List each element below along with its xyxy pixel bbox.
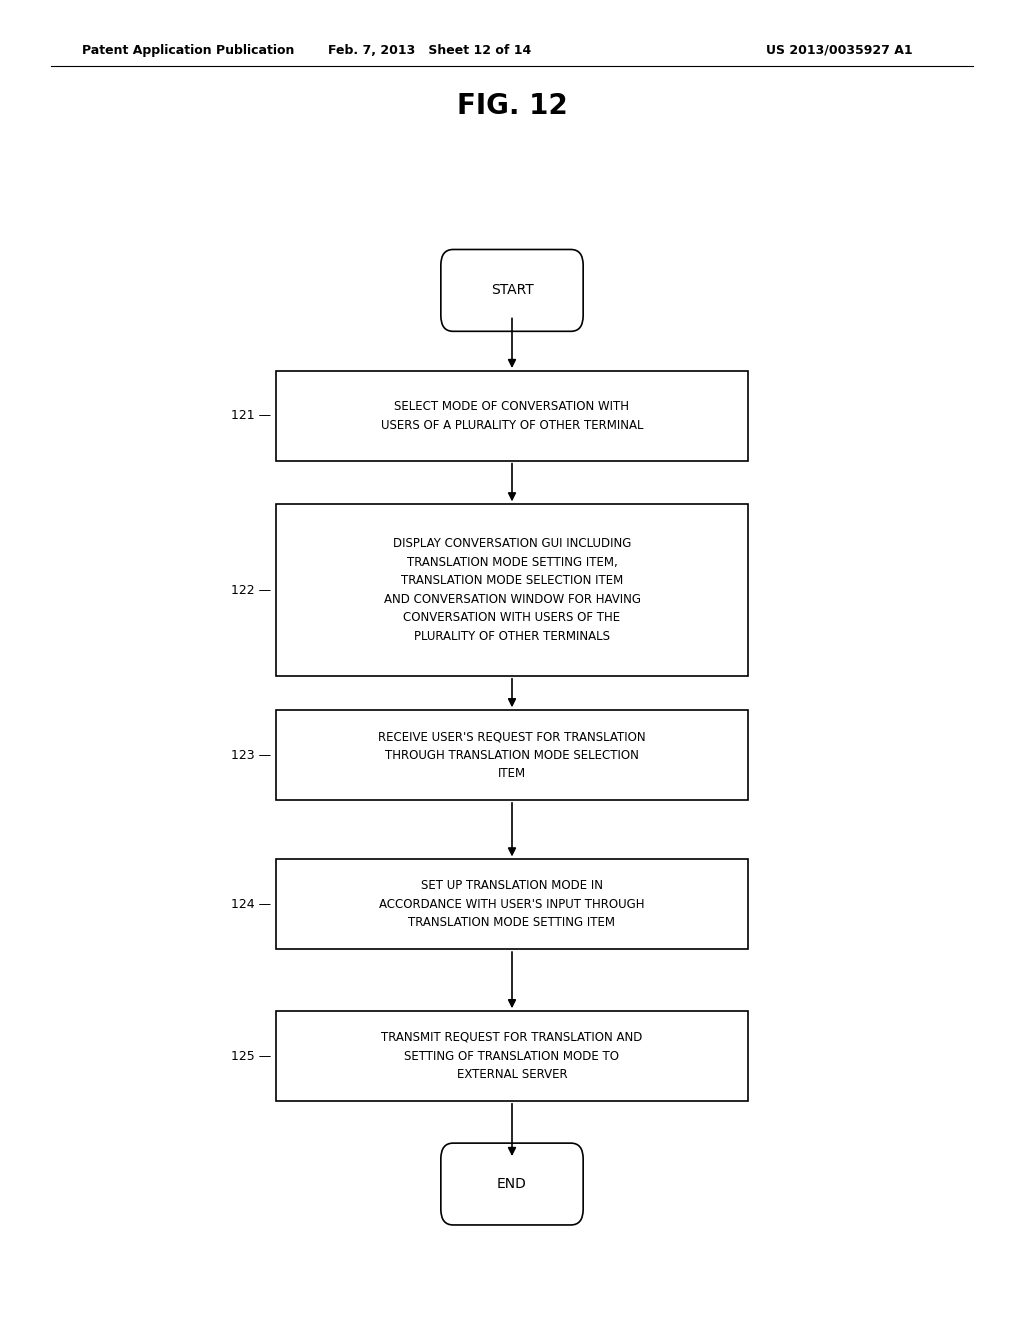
Text: SET UP TRANSLATION MODE IN
ACCORDANCE WITH USER'S INPUT THROUGH
TRANSLATION MODE: SET UP TRANSLATION MODE IN ACCORDANCE WI…: [379, 879, 645, 929]
Text: END: END: [497, 1177, 527, 1191]
Text: US 2013/0035927 A1: US 2013/0035927 A1: [766, 44, 913, 57]
Text: Patent Application Publication: Patent Application Publication: [82, 44, 294, 57]
Bar: [276, 859, 748, 949]
FancyBboxPatch shape: [440, 1143, 584, 1225]
Text: START: START: [490, 284, 534, 297]
FancyBboxPatch shape: [440, 249, 584, 331]
Text: 121 —: 121 —: [231, 409, 271, 422]
Bar: [276, 710, 748, 800]
Bar: [276, 1011, 748, 1101]
Text: SELECT MODE OF CONVERSATION WITH
USERS OF A PLURALITY OF OTHER TERMINAL: SELECT MODE OF CONVERSATION WITH USERS O…: [381, 400, 643, 432]
Text: 122 —: 122 —: [231, 583, 271, 597]
Text: FIG. 12: FIG. 12: [457, 91, 567, 120]
Text: 123 —: 123 —: [231, 748, 271, 762]
Text: 124 —: 124 —: [231, 898, 271, 911]
Text: DISPLAY CONVERSATION GUI INCLUDING
TRANSLATION MODE SETTING ITEM,
TRANSLATION MO: DISPLAY CONVERSATION GUI INCLUDING TRANS…: [384, 537, 640, 643]
Bar: [276, 504, 748, 676]
Text: TRANSMIT REQUEST FOR TRANSLATION AND
SETTING OF TRANSLATION MODE TO
EXTERNAL SER: TRANSMIT REQUEST FOR TRANSLATION AND SET…: [381, 1031, 643, 1081]
Text: Feb. 7, 2013   Sheet 12 of 14: Feb. 7, 2013 Sheet 12 of 14: [329, 44, 531, 57]
Text: 125 —: 125 —: [231, 1049, 271, 1063]
Bar: [276, 371, 748, 461]
Text: RECEIVE USER'S REQUEST FOR TRANSLATION
THROUGH TRANSLATION MODE SELECTION
ITEM: RECEIVE USER'S REQUEST FOR TRANSLATION T…: [378, 730, 646, 780]
